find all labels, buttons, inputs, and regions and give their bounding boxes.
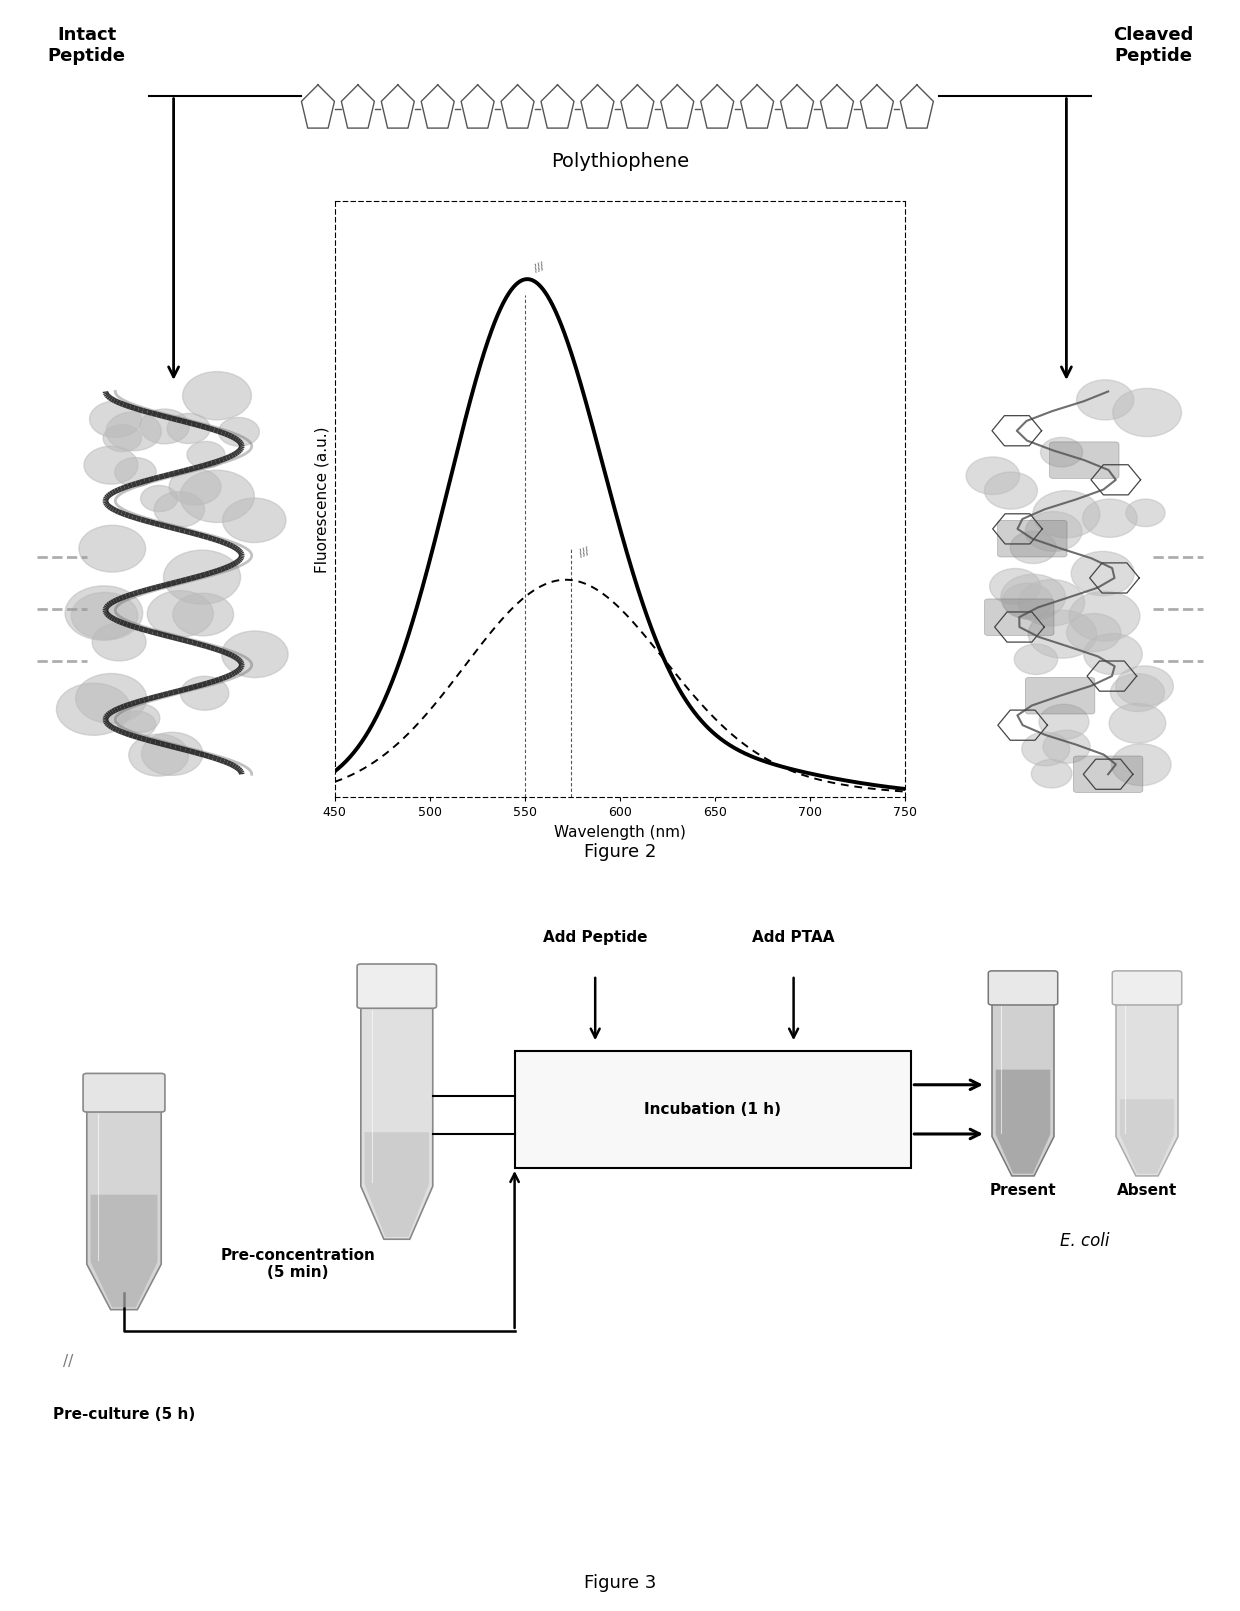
Circle shape xyxy=(129,735,188,777)
Text: Present: Present xyxy=(990,1182,1056,1199)
Circle shape xyxy=(118,710,156,738)
FancyBboxPatch shape xyxy=(985,599,1054,635)
Circle shape xyxy=(167,414,210,443)
Circle shape xyxy=(1040,438,1083,467)
Text: Pre-culture (5 h): Pre-culture (5 h) xyxy=(53,1406,195,1421)
Circle shape xyxy=(172,593,233,636)
Circle shape xyxy=(72,593,138,640)
Text: Add PTAA: Add PTAA xyxy=(753,930,835,944)
Polygon shape xyxy=(365,1133,429,1237)
Circle shape xyxy=(1109,704,1166,743)
Circle shape xyxy=(966,458,1019,495)
Text: Figure 3: Figure 3 xyxy=(584,1574,656,1592)
Circle shape xyxy=(57,683,130,735)
Circle shape xyxy=(1011,532,1056,564)
Circle shape xyxy=(76,673,146,723)
Circle shape xyxy=(1033,491,1100,538)
Polygon shape xyxy=(87,1110,161,1310)
Circle shape xyxy=(64,586,143,640)
Text: ///: /// xyxy=(532,261,546,274)
Text: E. coli: E. coli xyxy=(1060,1232,1110,1250)
Circle shape xyxy=(1018,580,1085,627)
Circle shape xyxy=(1039,704,1089,739)
Circle shape xyxy=(1111,673,1164,712)
FancyBboxPatch shape xyxy=(83,1073,165,1112)
Polygon shape xyxy=(361,1005,433,1239)
Circle shape xyxy=(140,485,177,512)
Circle shape xyxy=(1025,512,1083,551)
FancyBboxPatch shape xyxy=(515,1050,911,1168)
Text: Pre-concentration
(5 min): Pre-concentration (5 min) xyxy=(221,1247,374,1281)
Text: Intact
Peptide: Intact Peptide xyxy=(48,26,125,64)
Text: ///: /// xyxy=(578,546,590,559)
Circle shape xyxy=(1126,499,1166,527)
FancyBboxPatch shape xyxy=(1074,756,1143,793)
Circle shape xyxy=(1111,744,1171,786)
Circle shape xyxy=(1043,730,1090,764)
Circle shape xyxy=(89,401,141,438)
Circle shape xyxy=(119,704,160,733)
Circle shape xyxy=(115,458,156,487)
Circle shape xyxy=(187,441,224,469)
Circle shape xyxy=(222,632,288,678)
Polygon shape xyxy=(1116,1002,1178,1176)
Text: Figure 2: Figure 2 xyxy=(584,843,656,862)
Circle shape xyxy=(985,472,1038,509)
Text: //: // xyxy=(63,1353,73,1369)
Circle shape xyxy=(1014,644,1058,675)
Circle shape xyxy=(1076,380,1133,420)
Y-axis label: Fluorescence (a.u.): Fluorescence (a.u.) xyxy=(314,427,330,572)
Circle shape xyxy=(107,412,161,451)
Circle shape xyxy=(148,591,213,636)
Circle shape xyxy=(223,498,286,543)
Circle shape xyxy=(141,733,203,775)
Polygon shape xyxy=(996,1070,1050,1174)
Polygon shape xyxy=(91,1195,157,1308)
Circle shape xyxy=(180,470,254,522)
Text: Add Peptide: Add Peptide xyxy=(543,930,647,944)
Circle shape xyxy=(1083,499,1137,538)
Circle shape xyxy=(1112,388,1182,437)
Polygon shape xyxy=(1120,1099,1174,1174)
FancyBboxPatch shape xyxy=(1025,678,1095,714)
Circle shape xyxy=(79,525,145,572)
Circle shape xyxy=(1116,665,1173,706)
Circle shape xyxy=(218,417,259,446)
Circle shape xyxy=(1069,591,1140,641)
Circle shape xyxy=(1001,574,1065,620)
FancyBboxPatch shape xyxy=(997,520,1066,557)
Text: Polythiophene: Polythiophene xyxy=(551,153,689,171)
Circle shape xyxy=(140,409,190,445)
Circle shape xyxy=(990,569,1040,604)
Circle shape xyxy=(1084,633,1142,675)
Text: Cleaved
Peptide: Cleaved Peptide xyxy=(1114,26,1193,64)
X-axis label: Wavelength (nm): Wavelength (nm) xyxy=(554,825,686,839)
Circle shape xyxy=(164,549,241,604)
Circle shape xyxy=(92,623,146,661)
FancyBboxPatch shape xyxy=(357,963,436,1008)
Circle shape xyxy=(1071,551,1135,596)
FancyBboxPatch shape xyxy=(988,971,1058,1005)
Circle shape xyxy=(1028,611,1096,659)
Circle shape xyxy=(1066,614,1121,651)
Circle shape xyxy=(103,425,141,451)
Circle shape xyxy=(1002,583,1053,619)
Text: Incubation (1 h): Incubation (1 h) xyxy=(645,1102,781,1116)
Circle shape xyxy=(181,677,229,710)
Polygon shape xyxy=(992,1002,1054,1176)
FancyBboxPatch shape xyxy=(1112,971,1182,1005)
Text: Absent: Absent xyxy=(1117,1182,1177,1199)
Circle shape xyxy=(169,469,221,504)
Circle shape xyxy=(1022,731,1070,765)
Circle shape xyxy=(154,491,205,527)
Circle shape xyxy=(84,446,138,485)
Circle shape xyxy=(182,372,252,420)
Circle shape xyxy=(1032,759,1071,788)
FancyBboxPatch shape xyxy=(1049,441,1118,478)
